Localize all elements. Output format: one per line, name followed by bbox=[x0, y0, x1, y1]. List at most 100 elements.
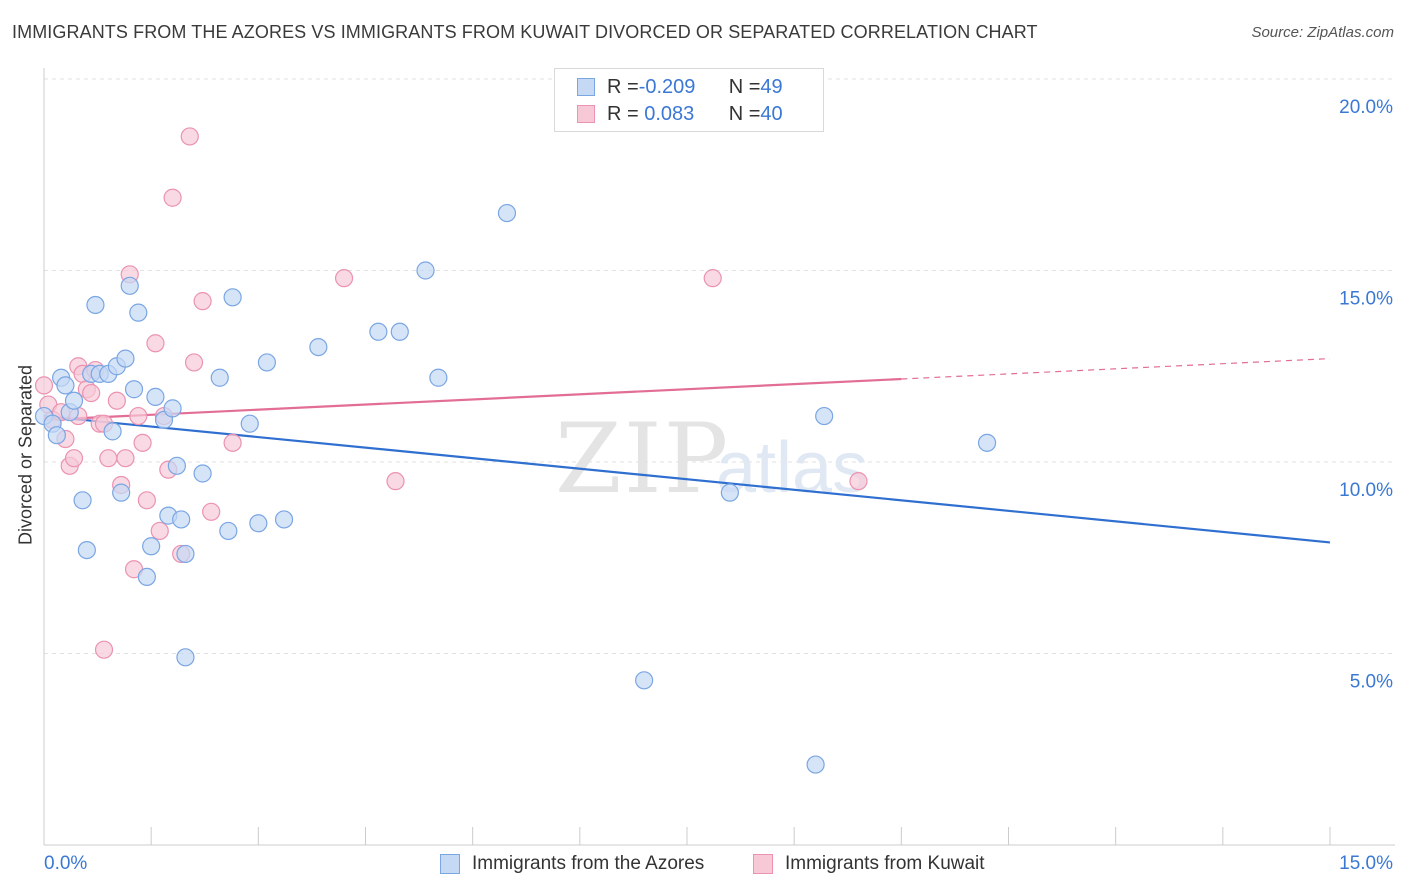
kuwait-point bbox=[94, 640, 114, 659]
kuwait-point bbox=[180, 127, 199, 146]
grid-lines bbox=[44, 78, 1395, 654]
azores-point bbox=[219, 521, 238, 541]
watermark-zip: ZIP bbox=[555, 403, 730, 515]
azores-point bbox=[210, 368, 229, 387]
legend-row-azores: R = -0.209 N = 49 bbox=[555, 74, 783, 100]
azores-swatch bbox=[577, 78, 595, 96]
legend-r-value: -0.209 bbox=[638, 75, 696, 98]
kuwait-point bbox=[64, 449, 84, 468]
azores-point bbox=[129, 303, 148, 322]
azores-point bbox=[124, 380, 144, 399]
legend-n-value: 49 bbox=[760, 75, 783, 98]
kuwait-point bbox=[137, 491, 156, 510]
legend-r-value: 0.083 bbox=[638, 102, 695, 125]
azores-point bbox=[720, 483, 739, 502]
azores-point bbox=[815, 406, 834, 426]
kuwait-point bbox=[193, 292, 212, 311]
azores-point bbox=[977, 433, 997, 452]
azores-point bbox=[274, 510, 294, 529]
kuwait-point bbox=[386, 472, 405, 491]
kuwait-point bbox=[133, 433, 152, 452]
kuwait-trend-line bbox=[43, 377, 902, 421]
watermark-atlas: atlas bbox=[716, 428, 868, 508]
azores-point bbox=[47, 426, 66, 445]
axes bbox=[43, 68, 1395, 846]
kuwait-point bbox=[99, 449, 118, 468]
azores-legend-swatch bbox=[440, 854, 460, 874]
azores-point bbox=[369, 322, 388, 341]
x-tick-label: 0.0% bbox=[44, 853, 87, 874]
azores-point bbox=[103, 422, 122, 441]
y-tick-label: 5.0% bbox=[1350, 672, 1393, 693]
kuwait-point bbox=[129, 406, 148, 426]
azores-point bbox=[223, 288, 242, 307]
legend-row-kuwait: R = 0.083 N = 40 bbox=[555, 101, 783, 127]
azores-point bbox=[112, 483, 131, 502]
kuwait-point bbox=[146, 334, 165, 353]
kuwait-point bbox=[163, 188, 182, 207]
kuwait-point bbox=[82, 383, 101, 403]
y-tick-label: 20.0% bbox=[1339, 97, 1393, 118]
legend-item-azores: Immigrants from the Azores bbox=[440, 852, 704, 876]
x-tick-label: 15.0% bbox=[1339, 853, 1393, 874]
azores-point bbox=[309, 338, 328, 357]
kuwait-point bbox=[34, 376, 54, 395]
legend-n-label: N = bbox=[728, 102, 761, 125]
kuwait-point bbox=[116, 449, 135, 468]
azores-point bbox=[120, 276, 139, 295]
kuwait-point bbox=[202, 502, 221, 521]
y-tick-label: 10.0% bbox=[1339, 480, 1393, 501]
azores-point bbox=[73, 491, 92, 510]
kuwait-legend-label: Immigrants from Kuwait bbox=[785, 853, 985, 874]
kuwait-point bbox=[150, 521, 169, 541]
tick-labels: 5.0% 10.0% 15.0% 20.0% 0.0% 15.0% bbox=[44, 97, 1393, 874]
kuwait-point bbox=[334, 269, 354, 288]
azores-point bbox=[257, 353, 277, 372]
azores-point bbox=[116, 349, 135, 368]
azores-point bbox=[416, 261, 435, 280]
azores-point bbox=[77, 540, 96, 560]
correlation-legend: R = -0.209 N = 49 R = 0.083 N = 40 bbox=[554, 68, 824, 132]
kuwait-trend-extension bbox=[901, 357, 1331, 380]
azores-point bbox=[635, 671, 654, 690]
source-label: Source: ZipAtlas.com bbox=[1251, 24, 1394, 41]
y-tick-label: 15.0% bbox=[1339, 289, 1393, 310]
azores-point bbox=[137, 567, 156, 587]
azores-point bbox=[497, 203, 517, 223]
azores-trend-line bbox=[43, 414, 1331, 544]
legend-n-value: 40 bbox=[760, 102, 783, 125]
azores-point bbox=[193, 464, 212, 483]
azores-point bbox=[163, 399, 182, 418]
azores-point bbox=[56, 376, 75, 395]
kuwait-point bbox=[107, 391, 126, 410]
kuwait-point bbox=[849, 472, 868, 491]
azores-legend-label: Immigrants from the Azores bbox=[472, 853, 705, 874]
azores-point bbox=[167, 456, 186, 475]
chart-title: IMMIGRANTS FROM THE AZORES VS IMMIGRANTS… bbox=[12, 22, 1038, 42]
azores-point bbox=[64, 391, 84, 410]
legend-r-label: R = bbox=[607, 102, 639, 125]
azores-point bbox=[429, 368, 448, 387]
data-points bbox=[34, 127, 997, 774]
azores-point bbox=[176, 544, 195, 564]
kuwait-swatch bbox=[577, 105, 595, 123]
azores-point bbox=[142, 537, 161, 556]
azores-point bbox=[86, 295, 105, 315]
legend-item-kuwait: Immigrants from Kuwait bbox=[753, 852, 985, 876]
kuwait-point bbox=[184, 353, 204, 372]
y-axis-label: Divorced or Separated bbox=[15, 364, 36, 546]
azores-point bbox=[240, 414, 259, 433]
kuwait-point bbox=[703, 269, 722, 288]
azores-point bbox=[390, 322, 409, 341]
azores-point bbox=[806, 755, 825, 774]
legend-r-label: R = bbox=[607, 75, 639, 98]
trend-lines bbox=[43, 357, 1331, 544]
azores-point bbox=[176, 648, 195, 667]
kuwait-point bbox=[223, 433, 242, 452]
azores-point bbox=[172, 510, 191, 529]
azores-point bbox=[249, 514, 268, 533]
kuwait-legend-swatch bbox=[753, 854, 773, 874]
legend-n-label: N = bbox=[728, 75, 761, 98]
azores-point bbox=[146, 387, 165, 406]
